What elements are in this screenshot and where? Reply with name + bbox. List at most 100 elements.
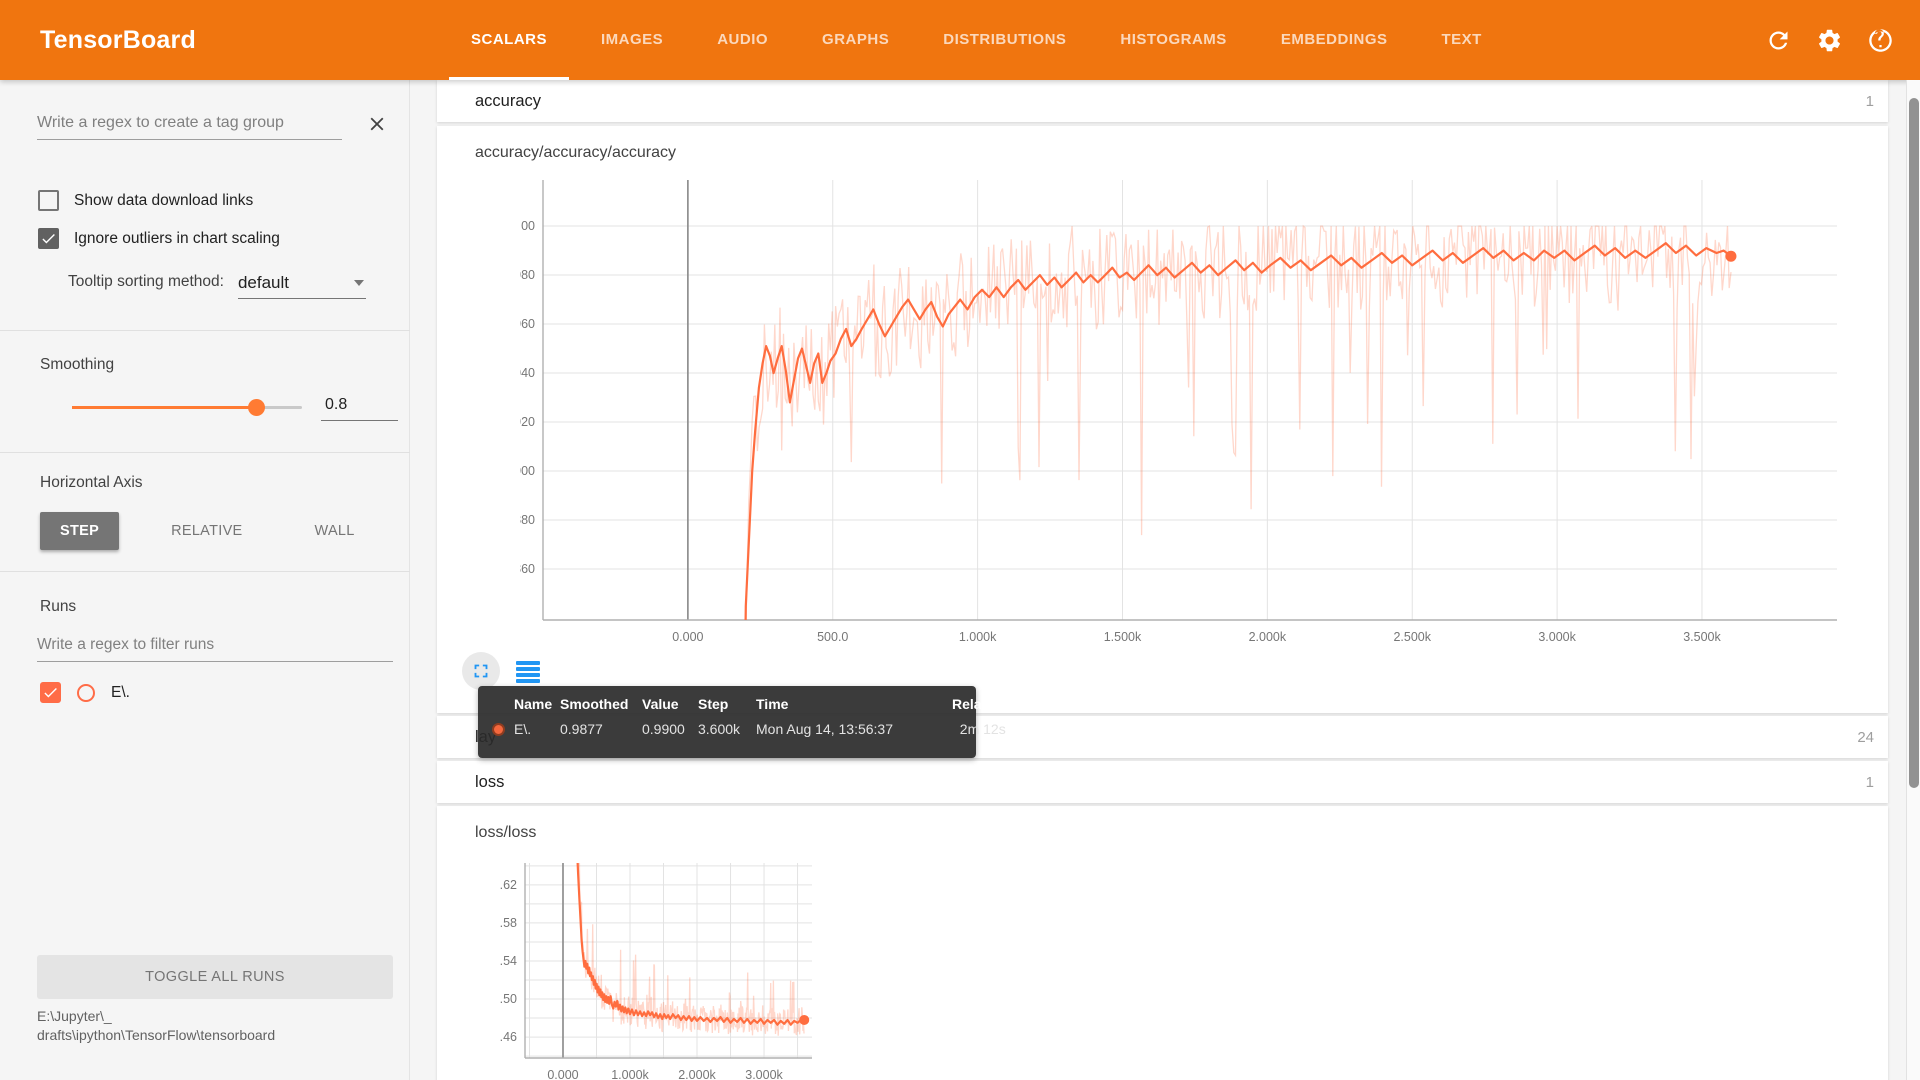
chevron-down-icon [353,280,364,286]
svg-text:1.500k: 1.500k [1104,630,1142,644]
loss-chart-card: loss/loss [437,806,1888,1080]
svg-text:1.000k: 1.000k [611,1068,649,1080]
toggle-runs-below-icon[interactable] [516,661,540,683]
tooltip-header-name: Name [514,696,553,712]
tab-audio[interactable]: AUDIO [717,31,769,48]
section-title: loss [475,772,505,791]
chart-title-loss: loss/loss [475,824,537,841]
svg-text:2.000k: 2.000k [1249,630,1287,644]
svg-text:0.860: 0.860 [520,562,535,576]
svg-text:0.900: 0.900 [520,464,535,478]
accuracy-chart-card: accuracy/accuracy/accuracy [437,126,1888,713]
run-filter-input[interactable] [37,632,393,662]
tooltip-time: Mon Aug 14, 13:56:37 [756,721,893,737]
app-toolbar: TensorBoard SCALARS IMAGES AUDIO GRAPHS … [0,0,1920,80]
tooltip-step: 3.600k [698,721,741,737]
section-count-badge: 1 [1865,92,1874,110]
svg-text:0.880: 0.880 [520,513,535,527]
tab-images[interactable]: IMAGES [601,31,664,48]
toggle-all-runs-button[interactable]: TOGGLE ALL RUNS [37,955,393,999]
help-icon[interactable] [1867,27,1894,54]
axis-relative-button[interactable]: RELATIVE [171,523,243,539]
tooltip-header-smoothed: Smoothed [560,696,629,712]
app-title: TensorBoard [40,25,196,54]
tooltip-relative: 2m 12s [959,721,1006,737]
run-checkbox[interactable] [40,682,61,703]
svg-text:1.000k: 1.000k [959,630,997,644]
chart-title-accuracy: accuracy/accuracy/accuracy [475,144,676,161]
chart-hover-tooltip: Name Smoothed Value Step Time Relative E… [478,686,1006,758]
tooltip-header-relative: Relative [952,696,1006,712]
tab-embeddings[interactable]: EMBEDDINGS [1280,31,1388,48]
run-color-circle[interactable] [77,683,95,702]
run-color-marker [492,722,505,736]
svg-text:1.50: 1.50 [500,992,517,1006]
axis-step-button[interactable]: STEP [40,512,120,550]
tooltip-header-step: Step [698,696,729,712]
svg-text:500.0: 500.0 [817,630,848,644]
tab-graphs[interactable]: GRAPHS [822,31,890,48]
svg-text:1.46: 1.46 [500,1030,517,1044]
svg-text:1.62: 1.62 [500,878,517,892]
svg-text:3.500k: 3.500k [1683,630,1721,644]
svg-text:0.000: 0.000 [672,630,703,644]
accuracy-line-chart[interactable]: 0.000 500.0 1.000k 1.500k 2.000k 2.500k 3.000k… [520,168,1870,658]
section-header-loss[interactable]: loss 1 [437,761,1888,803]
axis-wall-button[interactable]: WALL [314,523,355,539]
tooltip-smoothed-value: 0.9877 [560,721,603,737]
svg-text:3.000k: 3.000k [745,1068,783,1080]
tab-text[interactable]: TEXT [1441,31,1482,48]
log-directory-path: E:\Jupyter\_ drafts\ipython\TensorFlow\t… [37,1007,377,1045]
log-path-line: E:\Jupyter\_ [37,1008,112,1024]
vertical-scrollbar [1906,80,1920,1080]
refresh-icon[interactable] [1765,27,1792,54]
checkbox-checked[interactable] [38,228,59,249]
svg-text:1.54: 1.54 [500,954,517,968]
checkbox-unchecked[interactable] [38,190,59,211]
svg-text:0.000: 0.000 [547,1068,578,1080]
checkbox-label: Ignore outliers in chart scaling [74,229,280,247]
tooltip-value: 0.9900 [642,721,685,737]
tooltip-run-name: E\. [514,721,532,737]
tab-distributions[interactable]: DISTRIBUTIONS [943,31,1067,48]
svg-text:3.000k: 3.000k [1538,630,1576,644]
svg-text:0.920: 0.920 [520,415,535,429]
run-name: E\. [111,683,130,701]
smoothing-label: Smoothing [40,356,115,373]
divider [0,330,410,331]
run-list-item[interactable]: E\. [40,682,130,703]
scrollbar-thumb[interactable] [1909,98,1919,788]
tooltip-sorting-select[interactable]: default [237,273,366,299]
smoothing-value[interactable]: 0.8 [321,396,398,421]
section-title: accuracy [475,91,542,110]
horizontal-axis-label: Horizontal Axis [40,474,143,491]
log-path-line: drafts\ipython\TensorFlow\tensorboard [37,1027,276,1043]
tooltip-header-value: Value [642,696,679,712]
tag-filter-input[interactable] [37,110,342,140]
nav-tabs: SCALARS IMAGES AUDIO GRAPHS DISTRIBUTION… [444,0,1509,80]
section-count-badge: 24 [1857,728,1874,746]
section-header-accuracy[interactable]: accuracy 1 [437,80,1888,122]
loss-line-chart[interactable]: 0.000 1.000k 2.000k 3.000k 1.62 1.58 1.54 1.50 1… [500,856,840,1080]
show-download-links-checkbox[interactable]: Show data download links [38,190,253,211]
tab-histograms[interactable]: HISTOGRAMS [1120,31,1227,48]
svg-text:1.58: 1.58 [500,916,517,930]
svg-text:1.00: 1.00 [520,219,535,233]
close-icon[interactable] [366,113,388,135]
ignore-outliers-checkbox[interactable]: Ignore outliers in chart scaling [38,228,280,249]
fullscreen-icon[interactable] [462,652,500,690]
divider [0,571,410,572]
settings-gear-icon[interactable] [1816,27,1843,54]
tooltip-sorting-value: default [237,273,289,292]
divider [0,452,410,453]
smoothing-slider[interactable] [72,399,302,416]
tooltip-header-time: Time [756,696,789,712]
svg-text:0.980: 0.980 [520,268,535,282]
checkbox-label: Show data download links [74,191,254,209]
smoothing-slider-thumb[interactable] [248,399,265,416]
svg-text:2.500k: 2.500k [1393,630,1431,644]
tab-scalars[interactable]: SCALARS [444,0,574,80]
svg-text:0.960: 0.960 [520,317,535,331]
svg-text:0.940: 0.940 [520,366,535,380]
tooltip-sorting-label: Tooltip sorting method: [68,273,224,290]
